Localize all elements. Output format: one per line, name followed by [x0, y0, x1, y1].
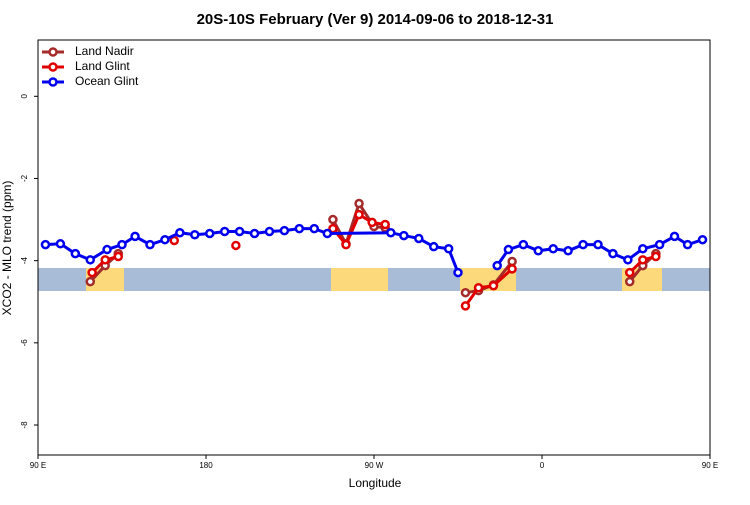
data-point [40, 239, 51, 250]
data-point [414, 233, 424, 244]
data-point [399, 230, 409, 241]
data-point [309, 223, 320, 234]
data-point [160, 234, 170, 245]
data-point [518, 239, 529, 250]
data-point [354, 209, 364, 220]
data-point [460, 301, 471, 311]
x-tick-label: 90 E [30, 461, 46, 470]
data-point [169, 235, 180, 246]
y-tick-label: 0 [20, 94, 29, 99]
data-point [175, 227, 185, 238]
data-point [624, 276, 635, 287]
series-line [45, 227, 704, 274]
data-point [70, 248, 81, 259]
data-point [294, 223, 305, 234]
data-point [624, 267, 635, 278]
data-point [563, 246, 573, 256]
chart-title: 20S-10S February (Ver 9) 2014-09-06 to 2… [197, 11, 554, 28]
data-point [503, 244, 514, 255]
data-point [264, 226, 275, 237]
data-point [473, 283, 484, 293]
data-point [55, 239, 66, 249]
data-point [249, 228, 260, 239]
data-point [533, 246, 544, 256]
legend-marker [48, 62, 58, 72]
land-band [331, 268, 388, 291]
data-point [669, 231, 680, 242]
data-point [85, 255, 96, 265]
data-point [231, 240, 241, 251]
data-point [548, 243, 558, 254]
data-point [145, 239, 155, 250]
data-point [380, 219, 390, 230]
y-tick-label: -6 [20, 339, 29, 347]
y-tick-label: -4 [20, 257, 29, 265]
data-point [354, 198, 364, 209]
data-point [453, 267, 463, 278]
data-point [219, 226, 230, 237]
data-point [85, 276, 96, 287]
data-point [117, 239, 127, 250]
plot-frame [37, 39, 711, 456]
data-point [507, 264, 517, 274]
data-point [386, 227, 396, 238]
x-tick-label: 0 [540, 461, 545, 470]
data-point [130, 231, 140, 242]
data-point [507, 256, 517, 267]
data-point [638, 255, 648, 265]
data-point [328, 214, 338, 225]
data-point [204, 228, 215, 239]
x-tick-label: 180 [199, 461, 213, 470]
y-axis-label: XCO2 - MLO trend (ppm) [0, 181, 14, 316]
data-point [190, 230, 200, 240]
data-point [428, 241, 439, 252]
y-tick-label: -8 [20, 421, 29, 429]
data-point [367, 217, 377, 228]
data-point [682, 239, 693, 250]
data-point [234, 226, 245, 237]
data-point [492, 260, 502, 271]
data-point [654, 239, 665, 250]
data-point [623, 255, 633, 265]
data-point [578, 239, 588, 250]
data-point [638, 243, 648, 254]
data-point [697, 234, 708, 245]
data-point [651, 251, 661, 262]
data-point [460, 287, 471, 298]
data-point [279, 225, 290, 236]
data-point [341, 239, 351, 250]
legend-label: Land Nadir [75, 44, 134, 58]
land-ocean-mask [38, 268, 710, 291]
data-point [100, 255, 110, 265]
data-point [488, 280, 499, 291]
data-point [113, 251, 124, 262]
x-axis-label: Longitude [349, 476, 402, 490]
x-tick-label: 90 W [365, 461, 384, 470]
data-point [102, 244, 112, 255]
legend-label: Land Glint [75, 59, 130, 73]
legend-marker [48, 47, 58, 57]
data-point [87, 267, 97, 278]
data-point [608, 248, 618, 259]
y-tick-label: -2 [20, 174, 29, 182]
data-point [593, 239, 603, 250]
x-tick-label: 90 E [702, 461, 718, 470]
legend-marker [48, 77, 58, 87]
legend-label: Ocean Glint [75, 74, 139, 88]
data-point [443, 243, 454, 254]
data-point [322, 228, 333, 239]
